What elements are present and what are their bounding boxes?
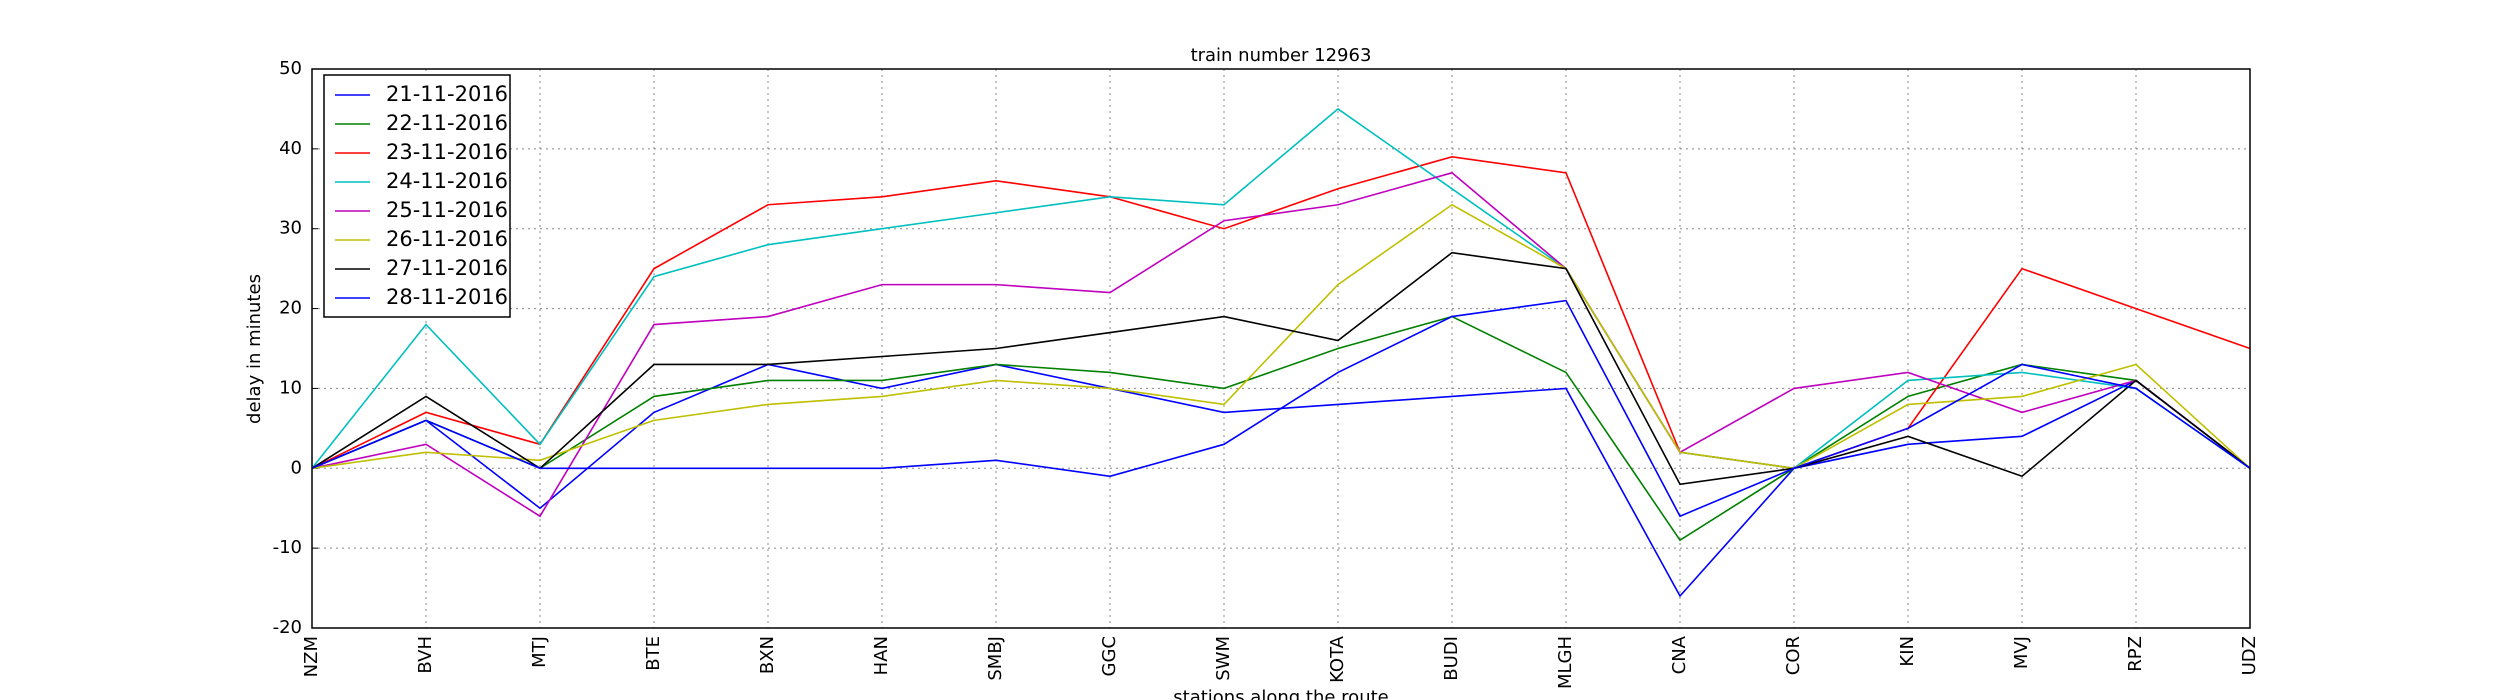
y-tick-label: -10	[273, 537, 302, 558]
legend-box	[323, 74, 511, 318]
legend-label: 26-11-2016	[386, 227, 508, 251]
y-tick-label: 10	[279, 377, 302, 398]
y-axis-label: delay in minutes	[244, 274, 265, 424]
y-tick-label: -20	[273, 617, 302, 638]
legend-label: 25-11-2016	[386, 198, 508, 222]
legend-label: 23-11-2016	[386, 140, 508, 164]
legend-label: 27-11-2016	[386, 256, 508, 280]
x-tick-label: MLGH	[1555, 636, 1576, 689]
series-line	[311, 156, 2251, 470]
series-line	[311, 251, 2251, 486]
x-tick-label: MTJ	[529, 636, 550, 668]
x-tick-label: SMBJ	[985, 636, 1006, 681]
x-tick-label: BXN	[757, 636, 778, 674]
series-line	[311, 299, 2251, 518]
x-tick-label: HAN	[871, 636, 892, 675]
x-tick-label: SWM	[1213, 636, 1234, 681]
legend-label: 21-11-2016	[386, 82, 508, 106]
x-tick-label: RPZ	[2125, 636, 2146, 672]
x-axis-label: stations along the route	[1173, 687, 1388, 700]
x-tick-label: KIN	[1897, 636, 1918, 667]
x-tick-label: NZM	[301, 636, 322, 677]
x-tick-label: KOTA	[1327, 635, 1348, 683]
legend-label: 22-11-2016	[386, 111, 508, 135]
series-line	[311, 107, 2251, 470]
x-tick-label: CNA	[1669, 635, 1690, 674]
y-tick-label: 40	[279, 138, 302, 159]
legend-label: 24-11-2016	[386, 169, 508, 193]
x-tick-label: GGC	[1099, 636, 1120, 676]
series-line	[311, 203, 2251, 470]
x-tick-label: COR	[1783, 636, 1804, 675]
series-line	[311, 171, 2251, 518]
chart-title: train number 12963	[1191, 45, 1372, 66]
x-tick-label: BUDI	[1441, 636, 1462, 681]
y-tick-label: 20	[279, 298, 302, 319]
x-tick-label: UDZ	[2239, 636, 2260, 675]
y-tick-label: 30	[279, 218, 302, 239]
plot-frame	[311, 68, 2251, 629]
x-tick-label: BVH	[415, 636, 436, 674]
legend-label: 28-11-2016	[386, 285, 508, 309]
y-tick-label: 0	[291, 457, 302, 478]
x-tick-label: MVJ	[2011, 636, 2032, 669]
x-tick-label: BTE	[643, 636, 664, 671]
series-line	[311, 315, 2251, 542]
y-tick-label: 50	[279, 58, 302, 79]
